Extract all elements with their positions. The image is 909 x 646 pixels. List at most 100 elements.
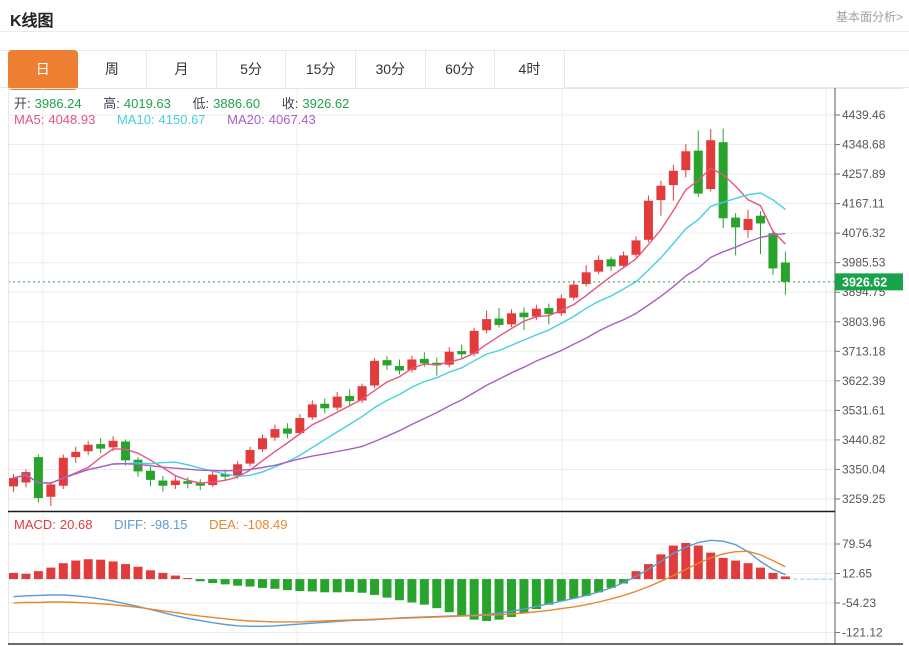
candle xyxy=(394,366,404,371)
candle xyxy=(718,142,728,219)
tab-month[interactable]: 月 xyxy=(147,51,217,89)
candle xyxy=(581,272,591,285)
header-divider xyxy=(0,31,909,32)
candle xyxy=(656,185,666,201)
macd-axis: 79.54 12.65 -54.23 -121.12 xyxy=(835,537,883,640)
candle xyxy=(706,140,716,190)
macd-bar xyxy=(195,579,205,582)
macd-bar xyxy=(519,579,529,614)
macd-bar xyxy=(681,542,691,580)
candle xyxy=(245,449,255,464)
candle xyxy=(195,483,205,486)
svg-text:3713.18: 3713.18 xyxy=(842,344,886,358)
svg-text:79.54: 79.54 xyxy=(842,537,872,551)
tab-5min[interactable]: 5分 xyxy=(216,51,287,89)
macd-bar xyxy=(619,579,629,584)
candle xyxy=(208,474,218,486)
ma10-label: MA10: xyxy=(116,112,155,127)
candle xyxy=(133,459,143,472)
macd-bar xyxy=(345,579,355,592)
low-label: 低: xyxy=(192,96,210,111)
candle xyxy=(170,480,180,486)
kline-chart[interactable]: 4439.46 4348.68 4257.89 4167.11 4076.32 3985.… xyxy=(0,88,909,646)
tab-week[interactable]: 周 xyxy=(77,51,148,89)
macd-bar xyxy=(419,579,429,605)
ma10-line xyxy=(13,192,786,484)
candle xyxy=(345,395,355,402)
svg-text:-121.12: -121.12 xyxy=(842,626,883,640)
svg-text:3926.62: 3926.62 xyxy=(842,275,887,289)
macd-bar xyxy=(768,572,778,580)
candle xyxy=(96,444,106,449)
candle xyxy=(295,418,305,434)
candle xyxy=(594,259,604,272)
price-axis: 4439.46 4348.68 4257.89 4167.11 4076.32 3985.… xyxy=(835,108,886,506)
candle xyxy=(370,360,380,386)
candle xyxy=(121,441,131,461)
macd-bar xyxy=(71,560,81,580)
tab-day[interactable]: 日 xyxy=(8,50,78,90)
candle xyxy=(693,150,703,194)
ohlc-legend: 开: 3986.24 高: 4019.63 低: 3886.60 收: 3926.62 xyxy=(14,93,353,112)
macd-bar xyxy=(133,566,143,580)
open-value: 3986.24 xyxy=(34,96,82,111)
macd-bar xyxy=(208,579,218,584)
candle xyxy=(282,428,292,434)
ma5-value: 4048.93 xyxy=(48,112,96,127)
dea-value: -108.49 xyxy=(243,517,288,532)
tab-30min[interactable]: 30分 xyxy=(355,51,426,89)
svg-text:3622.39: 3622.39 xyxy=(842,374,886,388)
macd-bar xyxy=(183,578,193,580)
macd-bar xyxy=(295,579,305,591)
candle xyxy=(58,457,68,486)
candle xyxy=(606,259,616,267)
macd-histogram xyxy=(9,542,790,621)
candle xyxy=(469,330,479,354)
fundamental-analysis-link[interactable]: 基本面分析> xyxy=(835,10,903,24)
candle xyxy=(569,284,579,298)
macd-bar xyxy=(320,579,330,593)
candle xyxy=(357,386,367,401)
tab-60min[interactable]: 60分 xyxy=(425,51,496,89)
macd-bar xyxy=(668,545,678,580)
candle xyxy=(21,472,31,483)
candle xyxy=(444,351,454,365)
candle xyxy=(556,298,566,314)
macd-lines xyxy=(13,539,835,627)
candle xyxy=(145,470,155,480)
ma10-value: 4150.67 xyxy=(158,112,206,127)
macd-bar xyxy=(108,561,118,580)
macd-bar xyxy=(482,579,492,621)
candle xyxy=(382,360,392,366)
candle xyxy=(9,477,18,487)
candle xyxy=(482,319,492,331)
close-label: 收: xyxy=(281,96,299,111)
candle xyxy=(619,255,629,266)
candle xyxy=(544,308,554,314)
candle xyxy=(183,481,193,484)
macd-bar xyxy=(693,545,703,580)
svg-text:3531.61: 3531.61 xyxy=(842,403,886,417)
macd-bar xyxy=(170,575,180,580)
ma20-line xyxy=(13,232,786,484)
macd-bar xyxy=(9,572,18,580)
macd-bar xyxy=(307,579,317,592)
tab-4hour[interactable]: 4时 xyxy=(495,51,565,89)
candle xyxy=(731,217,741,228)
macd-bar xyxy=(407,579,417,603)
macd-bar xyxy=(46,567,56,580)
diff-label: DIFF: xyxy=(114,517,147,532)
close-value: 3926.62 xyxy=(302,96,350,111)
macd-bar xyxy=(581,579,591,596)
high-label: 高: xyxy=(103,96,120,111)
macd-bar xyxy=(33,571,43,580)
macd-bar xyxy=(780,576,790,580)
macd-bar xyxy=(656,554,666,580)
macd-bar xyxy=(121,564,131,580)
candle xyxy=(643,200,653,240)
tab-15min[interactable]: 15分 xyxy=(286,51,356,89)
macd-bar xyxy=(145,570,155,580)
svg-text:4439.46: 4439.46 xyxy=(842,108,886,122)
candle xyxy=(220,474,230,477)
